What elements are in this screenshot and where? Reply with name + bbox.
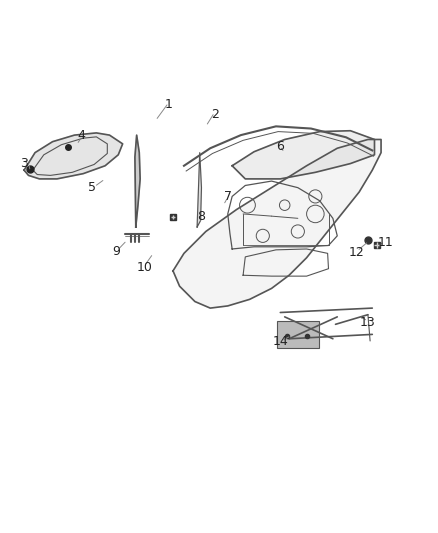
- Polygon shape: [24, 133, 123, 179]
- Text: 12: 12: [349, 246, 365, 259]
- Polygon shape: [135, 135, 140, 227]
- Text: 7: 7: [224, 190, 232, 203]
- Text: 4: 4: [77, 128, 85, 142]
- Polygon shape: [173, 140, 381, 308]
- Text: 11: 11: [378, 236, 393, 249]
- Text: 13: 13: [360, 316, 376, 329]
- Polygon shape: [197, 152, 201, 227]
- Text: 14: 14: [272, 335, 288, 349]
- Text: 3: 3: [20, 157, 28, 170]
- FancyBboxPatch shape: [277, 321, 319, 349]
- Text: 2: 2: [211, 108, 219, 120]
- Text: 8: 8: [198, 209, 205, 223]
- Polygon shape: [232, 131, 374, 179]
- Text: 10: 10: [137, 261, 152, 274]
- Text: 1: 1: [165, 98, 173, 111]
- Text: 5: 5: [88, 181, 96, 194]
- Text: 9: 9: [112, 245, 120, 257]
- Text: 6: 6: [276, 140, 284, 152]
